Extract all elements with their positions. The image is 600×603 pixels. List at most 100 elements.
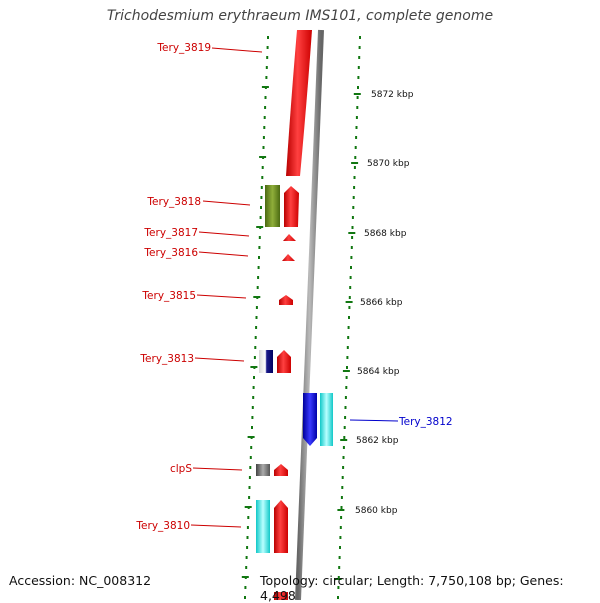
gene-tery-3810[interactable] — [274, 500, 288, 553]
tick-major — [247, 436, 255, 438]
tick-dot — [351, 216, 354, 219]
tick-dot — [352, 196, 355, 199]
tick-dot — [346, 356, 349, 359]
tick-dot — [337, 576, 340, 579]
tick-dot — [359, 36, 361, 39]
scale-label: 5860 kbp — [355, 506, 398, 516]
gene-label-tery-3817[interactable]: Tery_3817 — [143, 227, 198, 239]
gene-tery-3816[interactable] — [282, 254, 295, 261]
tick-dot — [354, 156, 357, 159]
tick-dot — [339, 536, 342, 539]
tick-dot — [337, 586, 340, 589]
tick-major — [351, 162, 359, 164]
tick-dot — [344, 406, 347, 409]
tick-dot — [248, 496, 251, 499]
tick-major — [241, 576, 249, 578]
tick-major — [261, 86, 269, 88]
gene-tery-3813[interactable] — [277, 350, 291, 373]
gene-label-tery-3813[interactable]: Tery_3813 — [139, 353, 194, 365]
gene-tery-3810-shadow — [256, 500, 270, 553]
tick-major — [256, 226, 264, 228]
tick-dot — [245, 556, 248, 559]
tick-dot — [266, 56, 269, 59]
label-leader-tery-3812 — [349, 419, 399, 422]
tick-dot — [246, 546, 249, 549]
scale-label: 5864 kbp — [357, 367, 400, 377]
tick-dot — [252, 396, 255, 399]
gene-label-tery-3815[interactable]: Tery_3815 — [141, 290, 196, 302]
tick-dot — [246, 536, 249, 539]
tick-dot — [255, 326, 258, 329]
tick-dot — [351, 236, 354, 239]
tick-dot — [259, 216, 262, 219]
tick-dot — [251, 416, 254, 419]
tick-dot — [340, 496, 343, 499]
gene-label-tery-3818[interactable]: Tery_3818 — [146, 196, 201, 208]
gene-label-clps[interactable]: clpS — [170, 463, 192, 475]
tick-dot — [343, 426, 346, 429]
tick-major — [337, 509, 345, 511]
tick-dot — [356, 106, 359, 109]
tick-dot — [339, 546, 341, 549]
gene-tery-3812-shadow — [320, 393, 333, 446]
tick-major — [334, 578, 342, 580]
gene-clps[interactable] — [274, 464, 288, 476]
gene-label-tery-3819[interactable]: Tery_3819 — [156, 42, 211, 54]
tick-dot — [337, 596, 339, 599]
tick-dot — [338, 556, 341, 559]
tick-dot — [348, 306, 351, 309]
tick-major — [348, 232, 356, 234]
tick-dot — [342, 456, 345, 459]
tick-dot — [253, 356, 256, 359]
tick-dot — [258, 236, 261, 239]
gene-tery-3819[interactable] — [286, 30, 312, 176]
tick-major — [340, 439, 348, 441]
tick-major — [342, 370, 350, 372]
tick-major — [253, 296, 261, 298]
gene-label-tery-3812[interactable]: Tery_3812 — [398, 416, 453, 428]
tick-major — [250, 366, 258, 368]
tick-dot — [256, 286, 259, 289]
tick-dot — [255, 306, 258, 309]
label-leader-lines — [190, 47, 263, 528]
tick-dot — [340, 516, 343, 519]
gene-tery-3817[interactable] — [283, 234, 296, 241]
tick-dot — [341, 476, 344, 479]
tick-dot — [263, 126, 266, 129]
tick-dot — [250, 446, 253, 449]
scale-label: 5866 kbp — [360, 298, 403, 308]
tick-dot — [258, 246, 261, 249]
gene-tery-3812[interactable] — [303, 393, 317, 446]
tick-dot — [249, 466, 252, 469]
gene-tery-3818-shadow — [265, 185, 280, 227]
tick-dot — [253, 376, 255, 379]
tick-dot — [257, 276, 260, 279]
tick-dot — [244, 586, 247, 589]
tick-dot — [349, 286, 352, 289]
gene-label-tery-3816[interactable]: Tery_3816 — [143, 247, 198, 259]
tick-dot — [254, 336, 257, 339]
tick-major — [353, 93, 361, 95]
tick-dot — [257, 266, 260, 269]
tick-dot — [351, 226, 354, 229]
tick-dot — [348, 296, 351, 299]
tick-dot — [258, 256, 260, 259]
tick-dot — [265, 76, 268, 79]
gene-tery-3813-shadow — [259, 350, 273, 373]
gene-tery-3815[interactable] — [279, 295, 293, 305]
tick-dot — [248, 476, 251, 479]
tick-dot — [342, 446, 345, 449]
gene-label-tery-3810[interactable]: Tery_3810 — [135, 520, 190, 532]
tick-dot — [350, 246, 353, 249]
genome-backbone — [295, 29, 324, 600]
tick-dot — [357, 66, 360, 69]
gene-tery-3818[interactable] — [284, 186, 299, 227]
tick-dot — [346, 366, 348, 369]
genome-summary-text: Topology: circular; Length: 7,750,108 bp… — [260, 573, 564, 603]
tick-dot — [244, 596, 246, 599]
tick-dot — [347, 326, 350, 329]
tick-dot — [245, 566, 248, 569]
tick-dot — [251, 426, 253, 429]
tick-dot — [345, 376, 348, 379]
tick-dot — [262, 136, 265, 139]
